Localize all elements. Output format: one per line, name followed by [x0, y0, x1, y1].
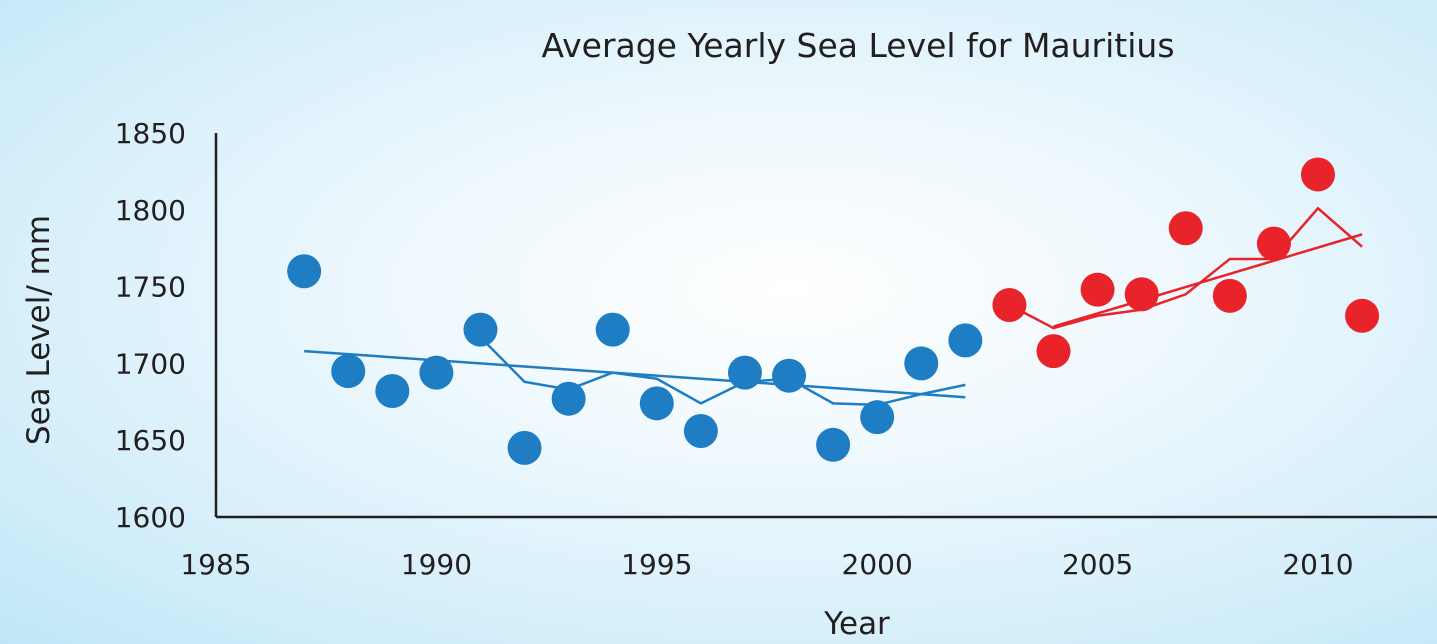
data-point [1256, 226, 1291, 261]
data-point [948, 323, 983, 358]
trend-line [304, 349, 966, 399]
y-tick-label: 1600 [115, 501, 186, 534]
data-point [1168, 211, 1203, 246]
data-point [1080, 272, 1115, 307]
trend-line [1053, 233, 1363, 328]
data-point [1300, 157, 1335, 192]
data-point [595, 312, 630, 347]
data-point [507, 430, 542, 465]
data-point [375, 374, 410, 409]
x-tick-label: 2010 [1282, 548, 1353, 581]
x-tick-label: 2005 [1062, 548, 1133, 581]
data-point [1124, 277, 1159, 312]
y-tick-label: 1750 [115, 271, 186, 304]
data-point [639, 386, 674, 421]
y-tick-label: 1650 [115, 424, 186, 457]
data-point [816, 427, 851, 462]
data-point [860, 400, 895, 435]
data-point [1036, 334, 1071, 369]
y-axis-title: Sea Level/ mm [21, 215, 57, 445]
data-point [727, 355, 762, 390]
x-tick-label: 1990 [401, 548, 472, 581]
data-point [419, 355, 454, 390]
plot-area: 1600 1650 1700 1750 1800 1850 1985 1990 1995 2000… [115, 117, 1437, 581]
data-point [772, 358, 807, 393]
x-axis-title: Year [823, 606, 890, 642]
data-point [904, 346, 939, 381]
data-point [287, 254, 322, 289]
data-point [992, 288, 1027, 323]
series-2 [992, 157, 1380, 369]
moving-average-line [1008, 206, 1363, 330]
x-tick-label: 1985 [180, 548, 251, 581]
y-tick-label: 1850 [115, 117, 186, 150]
series-1 [287, 254, 983, 465]
x-tick-label: 1995 [621, 548, 692, 581]
chart-title: Average Yearly Sea Level for Mauritius [541, 26, 1174, 65]
data-point [331, 354, 366, 389]
y-tick-label: 1700 [115, 347, 186, 380]
data-point [463, 312, 498, 347]
data-point [1345, 298, 1380, 333]
x-tick-label: 2000 [842, 548, 913, 581]
y-tick-label: 1800 [115, 194, 186, 227]
data-point [1212, 278, 1247, 313]
data-point [551, 381, 586, 416]
data-point [683, 413, 718, 448]
